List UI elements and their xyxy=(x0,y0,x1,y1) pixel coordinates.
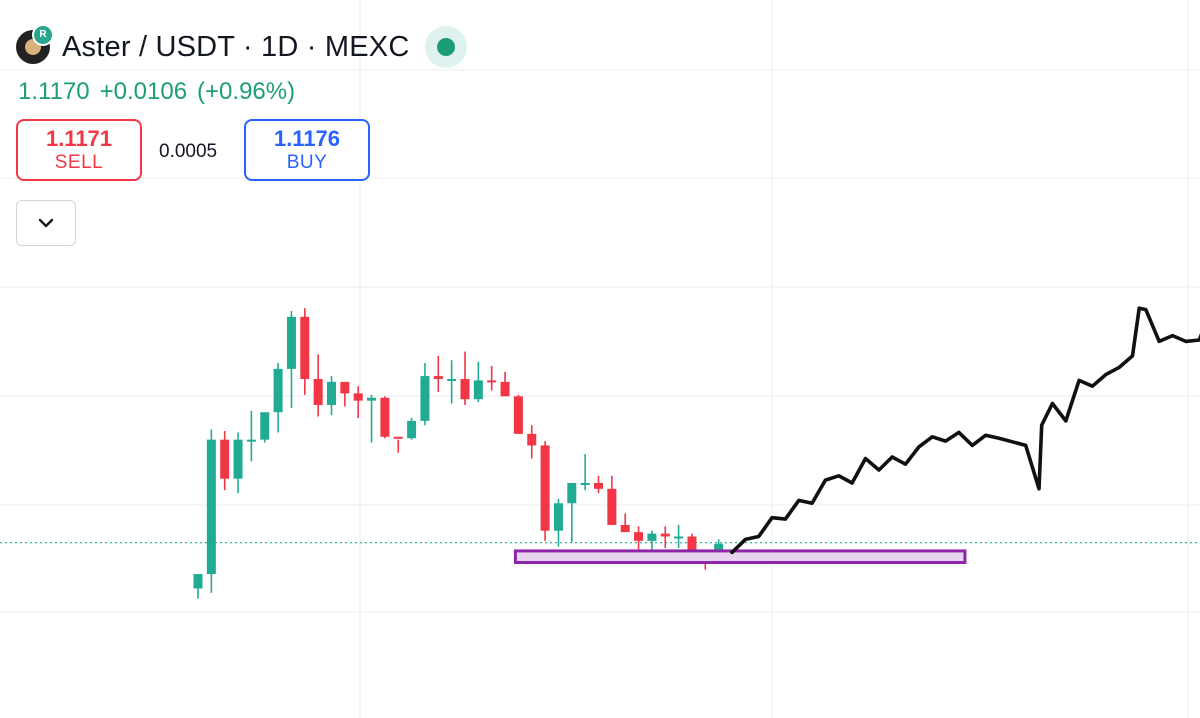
candle-body xyxy=(353,393,363,401)
candle-body xyxy=(193,574,203,589)
sell-price: 1.1171 xyxy=(45,126,113,151)
sell-button[interactable]: 1.1171 SELL xyxy=(16,119,142,181)
candle-body xyxy=(407,420,417,439)
buy-button[interactable]: 1.1176 BUY xyxy=(244,119,370,181)
candle-body xyxy=(313,378,323,405)
candle-body xyxy=(286,316,296,369)
market-status-icon[interactable] xyxy=(425,26,468,68)
candle-body xyxy=(340,381,350,394)
candle-body xyxy=(220,439,230,479)
projection-drawing xyxy=(730,306,1200,555)
aster-logo-icon: R xyxy=(16,24,54,64)
candle-body xyxy=(380,397,390,437)
candle-body xyxy=(674,536,684,539)
candle-body xyxy=(393,436,403,439)
chevron-down-icon xyxy=(38,218,54,228)
candle-body xyxy=(273,368,283,413)
candle-body xyxy=(553,503,563,531)
candle-body xyxy=(246,439,256,442)
candle-body xyxy=(513,396,523,434)
last-price: 1.1170 xyxy=(18,78,90,105)
candle-body xyxy=(540,445,550,531)
demand-zone-box xyxy=(513,549,967,564)
candle-body xyxy=(206,439,216,575)
candle-body xyxy=(620,524,630,533)
candle-body xyxy=(460,378,470,400)
candle-body xyxy=(647,533,657,541)
candle-body xyxy=(594,483,603,489)
symbol-header: R Aster / USDT · 1D · MEXC xyxy=(16,24,468,68)
candle-body xyxy=(260,412,270,440)
candle-body xyxy=(487,380,497,383)
buy-label: BUY xyxy=(286,152,328,173)
candle-body xyxy=(327,381,336,405)
candle-body xyxy=(433,376,443,379)
collapse-panel-button[interactable] xyxy=(16,200,76,246)
price-summary: 1.1170 +0.0106 (+0.96%) xyxy=(18,78,305,106)
candle-body xyxy=(367,397,377,401)
buy-price: 1.1176 xyxy=(273,126,341,151)
symbol-title[interactable]: Aster / USDT · 1D · MEXC xyxy=(62,30,410,63)
candle-body xyxy=(527,433,537,446)
candle-body xyxy=(500,381,510,397)
candle-body xyxy=(580,483,590,486)
candle-body xyxy=(634,532,644,541)
spread-value: 0.0005 xyxy=(159,141,218,162)
candle-body xyxy=(447,378,457,381)
candle-body xyxy=(567,483,577,504)
candle-body xyxy=(687,536,697,553)
candle-body xyxy=(300,316,310,379)
candle-body xyxy=(233,439,243,479)
sell-label: SELL xyxy=(54,152,104,173)
candle-body xyxy=(473,380,483,400)
price-change-percent: (+0.96%) xyxy=(197,78,296,105)
candle-body xyxy=(420,376,430,421)
candle-body xyxy=(660,533,670,537)
price-change: +0.0106 xyxy=(99,78,188,105)
candle-body xyxy=(607,488,617,525)
